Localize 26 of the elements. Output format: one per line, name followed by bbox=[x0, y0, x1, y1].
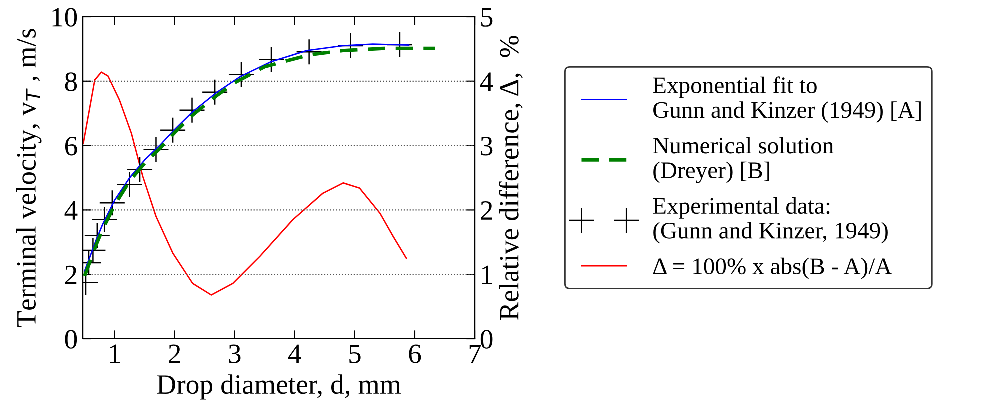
x-tick-label: 4 bbox=[288, 344, 302, 364]
y2-tick-label: 3 bbox=[481, 137, 493, 156]
y-tick-label: 8 bbox=[65, 72, 78, 92]
y-tick-label: 0 bbox=[65, 330, 78, 349]
x-tick-label: 7 bbox=[470, 344, 482, 364]
y-tick-label: 6 bbox=[65, 137, 78, 156]
x-tick-label: 3 bbox=[229, 344, 241, 364]
y2-tick-label: 1 bbox=[482, 266, 492, 284]
x-tick-label: 1 bbox=[110, 344, 120, 364]
legend-label: Δ = 100% x abs(B - A)/A bbox=[653, 258, 892, 280]
legend-label: Exponential fit to Gunn and Kinzer (1949) [A] bbox=[653, 76, 921, 124]
x-tick-label: 2 bbox=[169, 344, 180, 364]
x-axis-title: Drop diameter, d, mm bbox=[157, 374, 402, 400]
legend-label: Numerical solution (Dreyer) [B] bbox=[653, 137, 834, 184]
y2-tick-label: 4 bbox=[480, 72, 494, 92]
y2-tick-label: 2 bbox=[481, 201, 492, 220]
y-tick-label: 2 bbox=[65, 266, 77, 284]
x-tick-label: 6 bbox=[409, 344, 422, 364]
y-tick-label: 4 bbox=[64, 202, 78, 220]
legend-label: Experimental data: (Gunn and Kinzer, 1949) bbox=[653, 198, 888, 244]
y2-axis-title: Relative difference, Δ, % bbox=[499, 36, 523, 320]
y-tick-label: 10 bbox=[52, 8, 78, 27]
y2-tick-label: 5 bbox=[481, 8, 493, 27]
x-tick-label: 5 bbox=[350, 344, 361, 364]
y2-tick-label: 0 bbox=[480, 330, 493, 349]
y-axis-title: Terminal velocity, v$_{T}$ , m/s bbox=[16, 29, 42, 328]
